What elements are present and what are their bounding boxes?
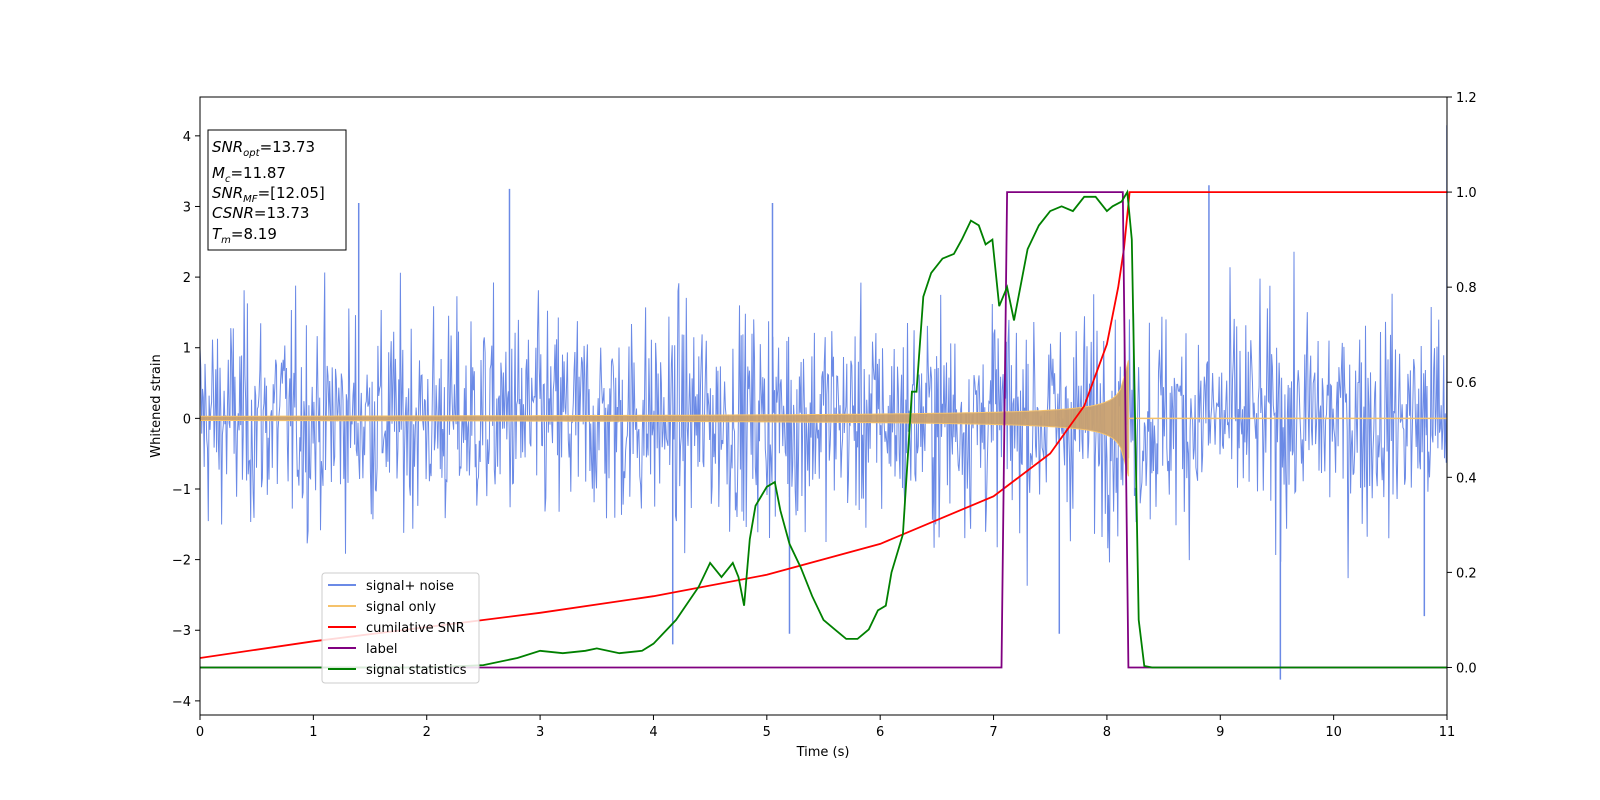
stats-box <box>207 129 347 251</box>
x-tick-label: 4 <box>649 725 657 740</box>
stats-line: CSNR=13.73 <box>212 204 309 222</box>
y-left-tick-label: −1 <box>172 483 191 498</box>
y-right-tick-label: 0.2 <box>1456 566 1477 581</box>
y-left-tick-label: 0 <box>183 412 191 427</box>
legend-label: signal statistics <box>366 663 467 678</box>
series-signal-statistics <box>200 189 1447 669</box>
y-left-tick-label: −4 <box>172 695 191 710</box>
y-right-tick-label: 0.8 <box>1456 281 1477 296</box>
y-axis-left-label: Whitened strain <box>149 354 164 457</box>
x-tick-label: 1 <box>309 725 317 740</box>
stats-annotation: SNRopt=13.73 Mc=11.87SNRMF=[12.05]CSNR=13… <box>207 129 347 251</box>
y-right-tick-label: 0.0 <box>1456 661 1477 676</box>
y-left-tick-label: 4 <box>183 130 191 145</box>
x-tick-label: 2 <box>423 725 431 740</box>
x-tick-label: 5 <box>763 725 771 740</box>
legend-label: signal only <box>366 600 436 615</box>
plot-frame <box>199 96 1448 716</box>
stats-line: Mc=11.87 <box>212 164 286 185</box>
y-left-tick-label: −3 <box>172 624 191 639</box>
series-signal-only <box>200 360 1129 477</box>
y-right-tick-label: 0.4 <box>1456 471 1477 486</box>
x-tick-label: 0 <box>196 725 204 740</box>
legend-box <box>321 572 480 684</box>
legend: signal+ noise signal only cumilative SNR la… <box>321 572 480 684</box>
y-left-tick-label: −2 <box>172 554 191 569</box>
y-left-tick-label: 2 <box>183 271 191 286</box>
y-right-tick-label: 0.6 <box>1456 376 1477 391</box>
y-right-tick-label: 1.2 <box>1456 91 1477 106</box>
x-tick-label: 11 <box>1439 725 1456 740</box>
legend-label: cumilative SNR <box>366 621 465 636</box>
stats-line: Tm=8.19 <box>212 225 277 246</box>
x-axis-label: Time (s) <box>796 745 850 760</box>
series-signal-noise <box>200 251 1447 586</box>
stats-line: SNRopt=13.73 <box>212 138 315 159</box>
legend-label: label <box>366 642 397 657</box>
x-tick-label: 3 <box>536 725 544 740</box>
y-left-tick-label: 1 <box>183 342 191 357</box>
stats-line: SNRMF=[12.05] <box>212 184 325 205</box>
x-tick-label: 10 <box>1325 725 1342 740</box>
x-tick-label: 7 <box>989 725 997 740</box>
legend-label: signal+ noise <box>366 579 454 594</box>
y-right-tick-label: 1.0 <box>1456 186 1477 201</box>
x-tick-label: 8 <box>1103 725 1111 740</box>
y-left-tick-label: 3 <box>183 200 191 215</box>
x-tick-label: 9 <box>1216 725 1224 740</box>
axes: 0 1 2 3 4 5 6 7 8 9 10 11 −4 −3 −2 −1 0 1 2 3 4 0.0 0.2 0.4 0.6 0… <box>172 91 1477 740</box>
x-tick-label: 6 <box>876 725 884 740</box>
